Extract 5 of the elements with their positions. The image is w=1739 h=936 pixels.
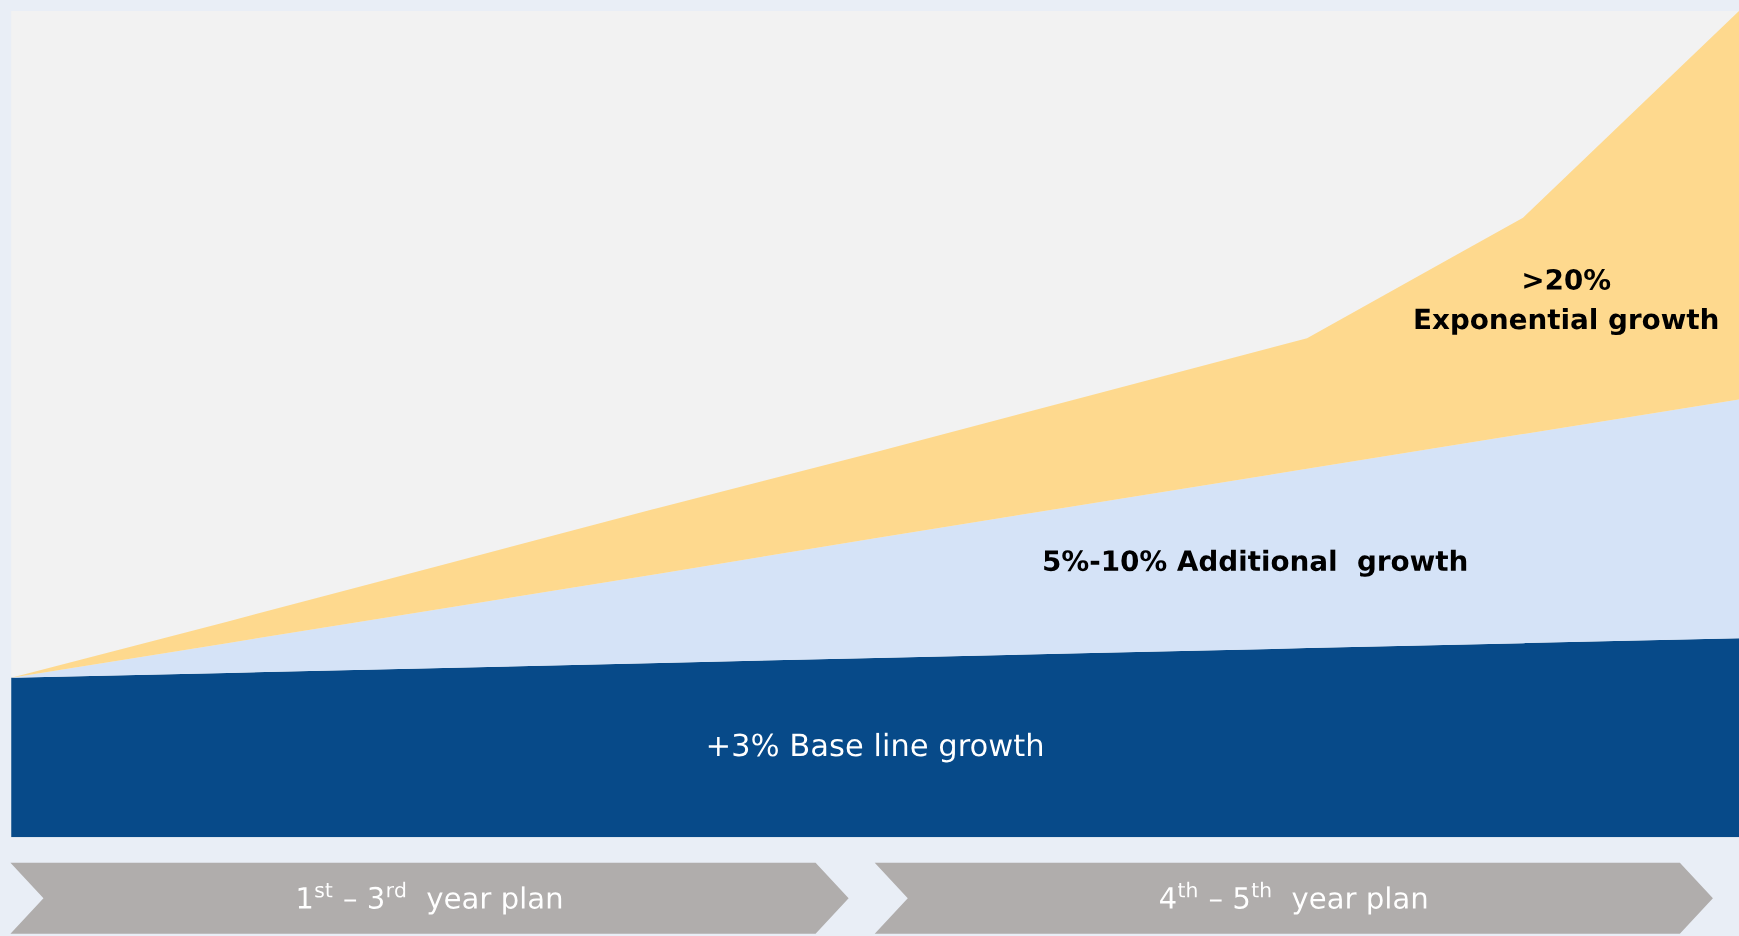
series-label: 5%-10% Additional growth [1044,549,1467,577]
text: 4$^{th}$ – 5$^{th}$ year plan [1160,881,1427,915]
series-label: >20% Exponential growth [1415,268,1718,336]
text: 1$^{st}$ – 3$^{rd}$ year plan [298,881,562,915]
series-label: +3% Base line growth [708,732,1042,763]
